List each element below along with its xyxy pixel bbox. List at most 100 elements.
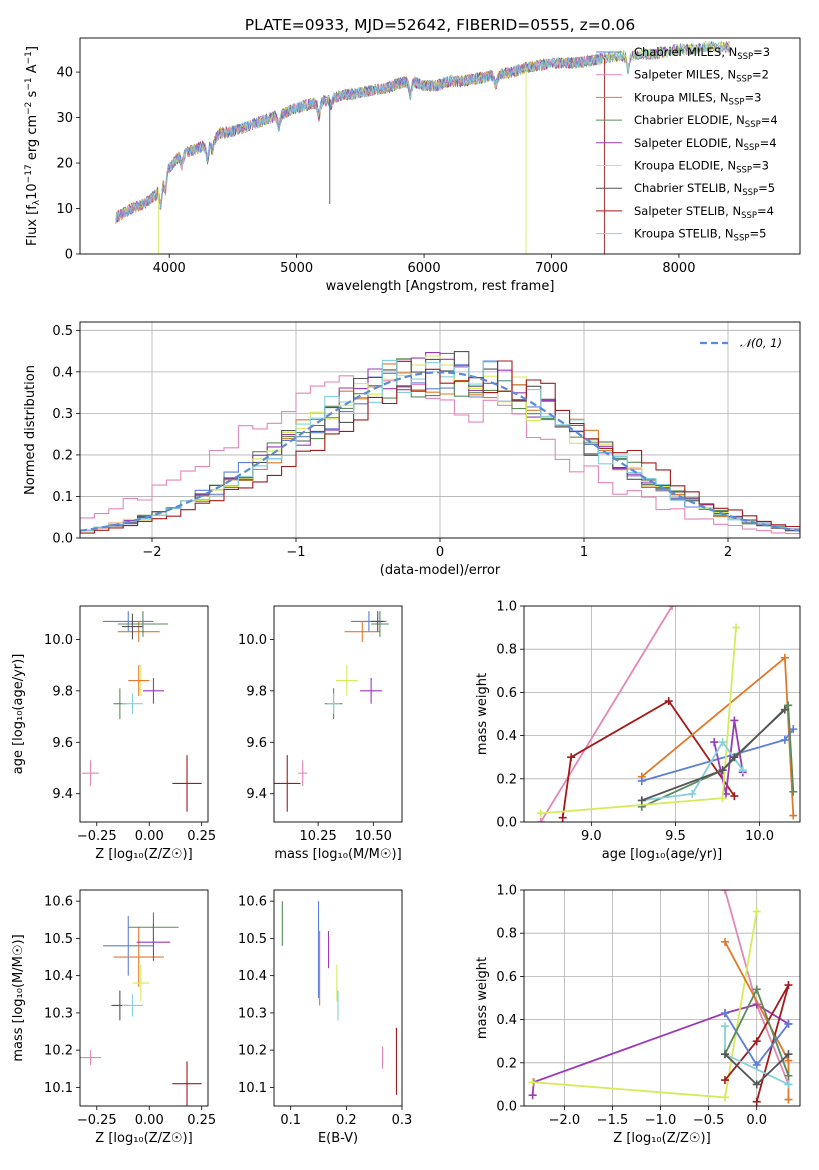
legend-label: Salpeter ELODIE, NSSP=4 — [634, 136, 777, 153]
age-mass-frame — [273, 605, 403, 823]
y-tick-label: 0.2 — [496, 1056, 517, 1071]
y-tick-label: 40 — [56, 66, 73, 81]
y-tick-label: 9.6 — [246, 736, 267, 751]
y-tick-label: 10.5 — [238, 932, 267, 947]
legend-tail: =4 — [760, 136, 777, 150]
x-axis-label: wavelength [Angstrom, rest frame] — [326, 279, 555, 294]
weight-marker — [752, 1060, 761, 1069]
legend-label: Salpeter STELIB, NSSP=4 — [634, 204, 774, 221]
legend-text: Kroupa MILES, N — [634, 90, 729, 104]
y-label-part: −1 — [24, 51, 34, 64]
legend-sub: SSP — [736, 75, 752, 85]
x-tick-label: 0 — [436, 545, 444, 560]
legend-tail: =5 — [758, 181, 775, 195]
weight-age-frame — [523, 605, 801, 823]
y-axis-label: mass [log₁₀(M/M☉)] — [11, 934, 26, 1061]
y-label-part: Flux [f — [25, 205, 40, 246]
legend-text: Kroupa ELODIE, N — [634, 159, 736, 173]
spectrum-line — [115, 53, 603, 224]
x-tick-label: 0.00 — [135, 1113, 164, 1128]
y-tick-label: 9.6 — [52, 736, 73, 751]
histogram-step — [80, 359, 800, 536]
y-axis-label: age [log₁₀(age/yr)] — [11, 654, 26, 775]
legend-label: Chabrier STELIB, NSSP=5 — [634, 181, 775, 198]
legend-label: Kroupa MILES, NSSP=3 — [634, 90, 761, 107]
y-tick-label: 10.3 — [44, 1006, 73, 1021]
weight-line — [540, 627, 737, 815]
y-tick-label: 10 — [56, 202, 73, 217]
y-tick-label: 1.0 — [496, 884, 517, 899]
legend-sub: SSP — [745, 120, 761, 130]
weight-Z-panel: −2.0 −1.5 −1.0 −0.5 0.0 0.0 0.2 0.4 0.6 0.8 1.0 Z [… — [475, 884, 801, 1146]
y-tick-label: 20 — [56, 157, 73, 172]
gaussian-curve — [80, 371, 800, 532]
legend-sub: SSP — [729, 97, 745, 107]
weight-age-panel: 9.0 9.5 10.0 0.0 0.2 0.4 0.6 0.8 1.0 age [log₁₀(a… — [475, 600, 801, 862]
y-tick-label: 10.0 — [44, 633, 73, 648]
weight-marker — [536, 809, 545, 818]
y-axis-label: Flux [fλ10−17 erg cm−2 s−1 A−1] — [24, 46, 42, 246]
y-label-part: erg cm — [25, 115, 40, 164]
mass-EBV-plot-area — [281, 901, 397, 1095]
x-tick-label: 10.25 — [300, 829, 337, 844]
legend-label: Kroupa STELIB, NSSP=5 — [634, 227, 766, 244]
y-tick-label: 0.1 — [52, 490, 73, 505]
weight-marker — [536, 818, 545, 822]
spectrum-line — [115, 54, 603, 224]
mass-Z-plot-area — [80, 912, 202, 1106]
y-tick-label: 9.8 — [246, 684, 267, 699]
histogram-step — [80, 360, 800, 535]
y-label-part: −2 — [24, 102, 34, 115]
weight-marker — [720, 1076, 729, 1085]
y-axis-label: Normed distribution — [23, 365, 38, 495]
legend-text: Salpeter STELIB, N — [634, 204, 741, 218]
weight-marker — [752, 1037, 761, 1046]
weight-marker — [718, 738, 727, 747]
x-tick-label: 0.3 — [392, 1113, 413, 1128]
legend-sub: SSP — [734, 234, 750, 244]
spectrum-line — [115, 53, 603, 224]
y-tick-label: 0.8 — [496, 643, 517, 658]
spectrum-panel: 4000 5000 6000 7000 8000 0 10 20 30 40 wavelength … — [24, 37, 801, 294]
legend-tail: =4 — [757, 204, 774, 218]
y-tick-label: 0.4 — [496, 729, 517, 744]
y-label-part: −17 — [24, 164, 34, 183]
spectrum-plot-area — [115, 40, 730, 254]
y-tick-label: 10.1 — [44, 1081, 73, 1096]
x-tick-label: −0.25 — [77, 1113, 117, 1128]
residuals-frame — [79, 321, 801, 539]
weight-marker — [784, 1080, 793, 1089]
legend-sub: SSP — [744, 143, 760, 153]
legend-text: Chabrier STELIB, N — [634, 181, 742, 195]
y-tick-label: 0.0 — [496, 816, 517, 831]
gaussian-legend-label: 𝒩(0, 1) — [740, 336, 782, 350]
legend-text: Salpeter MILES, N — [634, 68, 736, 82]
legend-label: Salpeter MILES, NSSP=2 — [634, 68, 769, 85]
weight-age-plot-area — [524, 606, 800, 822]
y-tick-label: 10.6 — [238, 895, 267, 910]
weight-marker — [780, 705, 789, 714]
weight-Z-plot-area — [524, 890, 800, 1106]
x-axis-label: age [log₁₀(age/yr)] — [602, 847, 723, 862]
y-axis-label: mass weight — [475, 673, 490, 755]
x-axis-label: E(B-V) — [318, 1131, 358, 1146]
y-tick-label: 9.4 — [246, 787, 267, 802]
weight-marker — [780, 653, 789, 662]
legend-label: Chabrier MILES, NSSP=3 — [634, 45, 770, 62]
x-tick-label: 10.50 — [355, 829, 392, 844]
legend-sub: SSP — [736, 166, 752, 176]
residuals-plot-area — [80, 322, 800, 538]
legend-text: Chabrier ELODIE, N — [634, 113, 745, 127]
weight-marker — [720, 890, 729, 894]
mass-EBV-frame — [273, 889, 403, 1107]
weight-Z-frame — [523, 889, 801, 1107]
weight-line — [561, 699, 736, 818]
y-tick-label: 10.2 — [44, 1044, 73, 1059]
x-tick-label: 0.00 — [135, 829, 164, 844]
legend-label: Chabrier ELODIE, NSSP=4 — [634, 113, 778, 130]
weight-marker — [730, 753, 739, 762]
x-axis-label: mass [log₁₀(M/M☉)] — [274, 847, 401, 862]
y-tick-label: 0.5 — [52, 324, 73, 339]
weight-marker — [720, 1050, 729, 1059]
